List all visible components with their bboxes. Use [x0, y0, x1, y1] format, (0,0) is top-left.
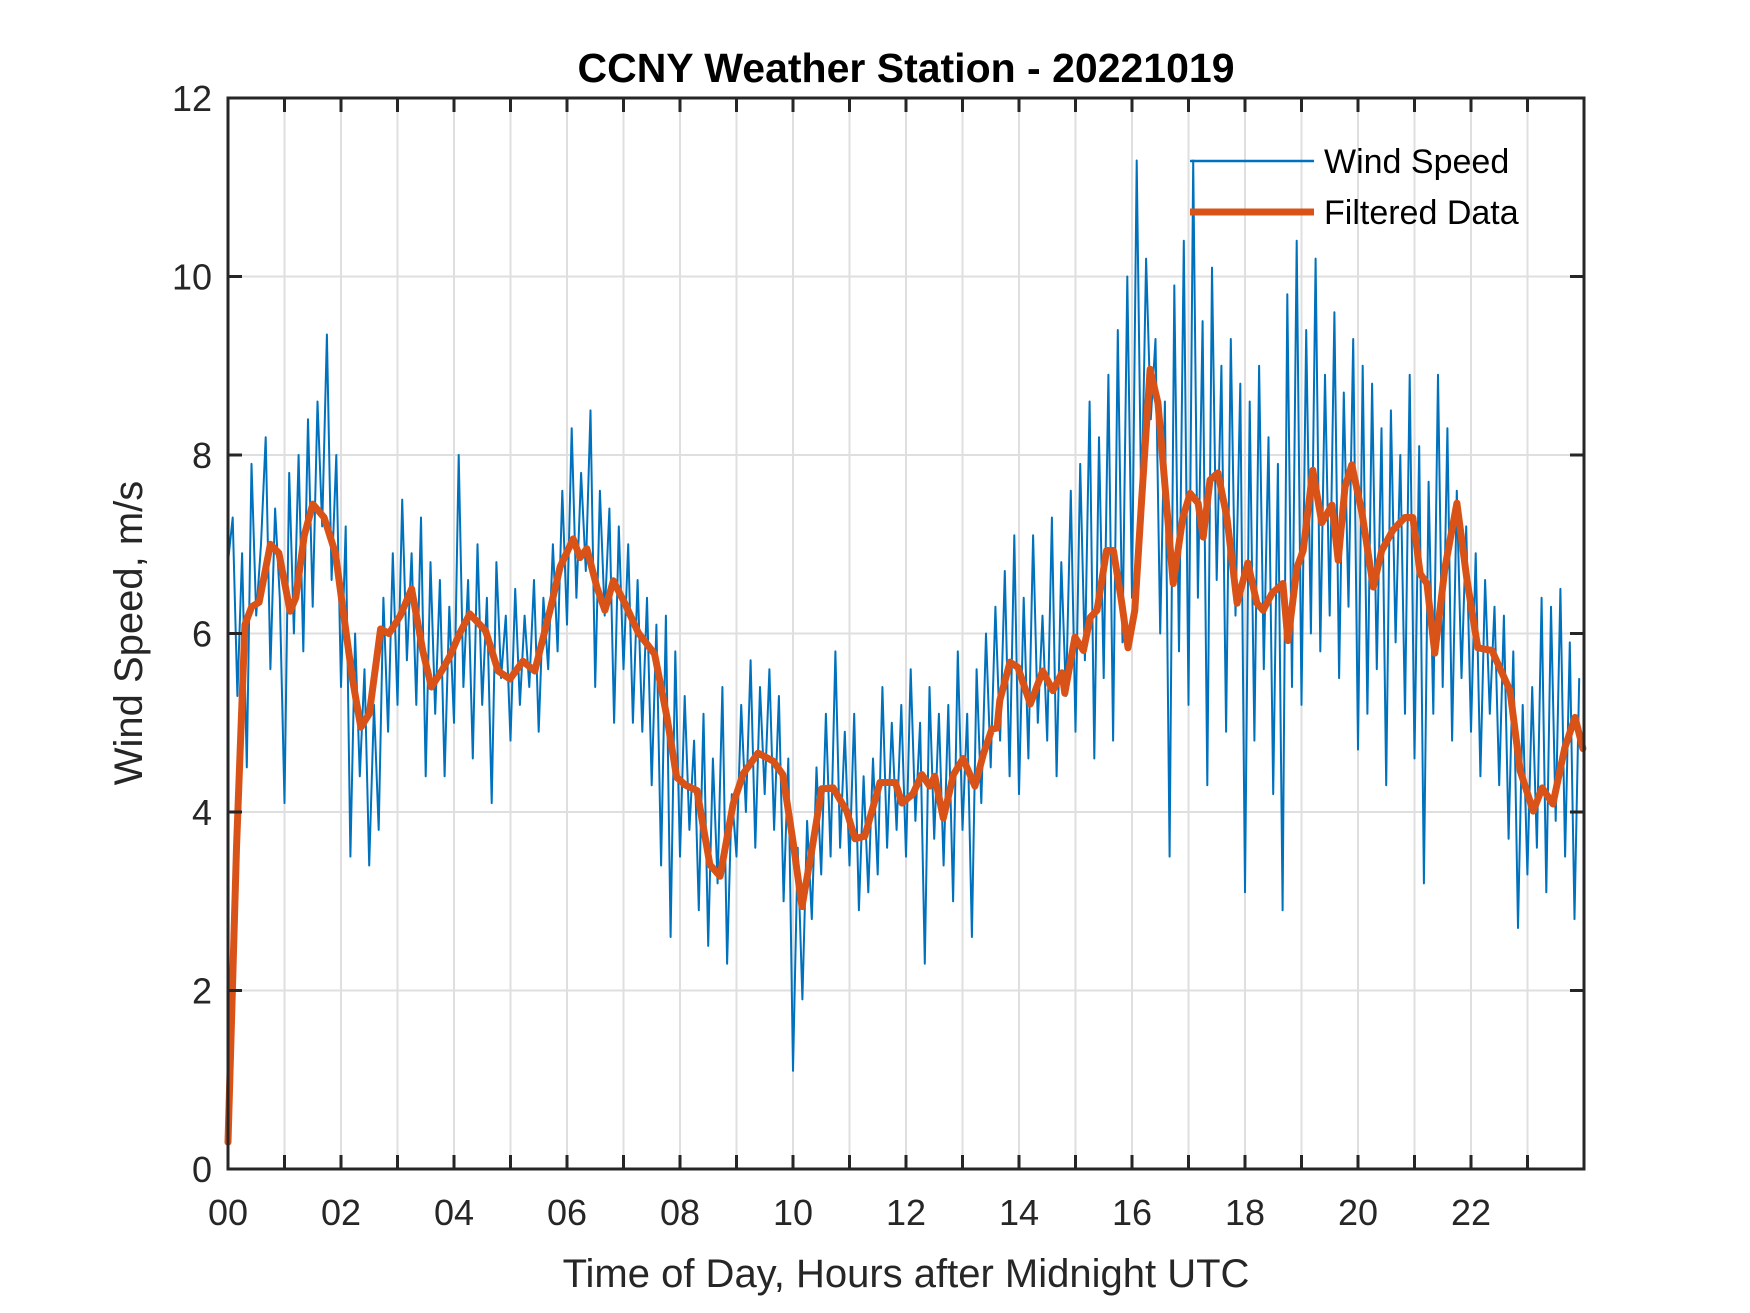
- legend-label-filtered-data: Filtered Data: [1324, 194, 1519, 232]
- grid: [228, 98, 1584, 1169]
- series-line-wind-speed: [227, 159, 1581, 1072]
- x-tick-label: 12: [886, 1192, 926, 1233]
- x-axis-label: Time of Day, Hours after Midnight UTC: [563, 1252, 1250, 1296]
- x-tick-label: 20: [1338, 1192, 1378, 1233]
- chart-title: CCNY Weather Station - 20221019: [577, 45, 1234, 91]
- y-tick-label: 2: [192, 971, 212, 1012]
- y-tick-label: 0: [192, 1149, 212, 1190]
- y-tick-label: 4: [192, 792, 212, 833]
- x-tick-label: 22: [1451, 1192, 1491, 1233]
- plot-area: [224, 159, 1587, 1146]
- x-tick-label: 02: [321, 1192, 361, 1233]
- x-tick-label: 08: [660, 1192, 700, 1233]
- x-tick-label: 10: [773, 1192, 813, 1233]
- legend: Wind Speed Filtered Data: [1190, 143, 1519, 232]
- x-tick-label: 14: [999, 1192, 1039, 1233]
- y-axis-label: Wind Speed, m/s: [107, 481, 151, 786]
- series-line-filtered-data: [224, 365, 1587, 1146]
- y-tick-label: 12: [172, 78, 212, 119]
- legend-label-wind-speed: Wind Speed: [1324, 143, 1509, 181]
- x-tick-label: 16: [1112, 1192, 1152, 1233]
- x-tick-label: 06: [547, 1192, 587, 1233]
- y-tick-label: 8: [192, 435, 212, 476]
- x-tick-label: 18: [1225, 1192, 1265, 1233]
- x-tick-label: 00: [208, 1192, 248, 1233]
- y-tick-label: 10: [172, 257, 212, 298]
- y-tick-label: 6: [192, 614, 212, 655]
- x-tick-label: 04: [434, 1192, 474, 1233]
